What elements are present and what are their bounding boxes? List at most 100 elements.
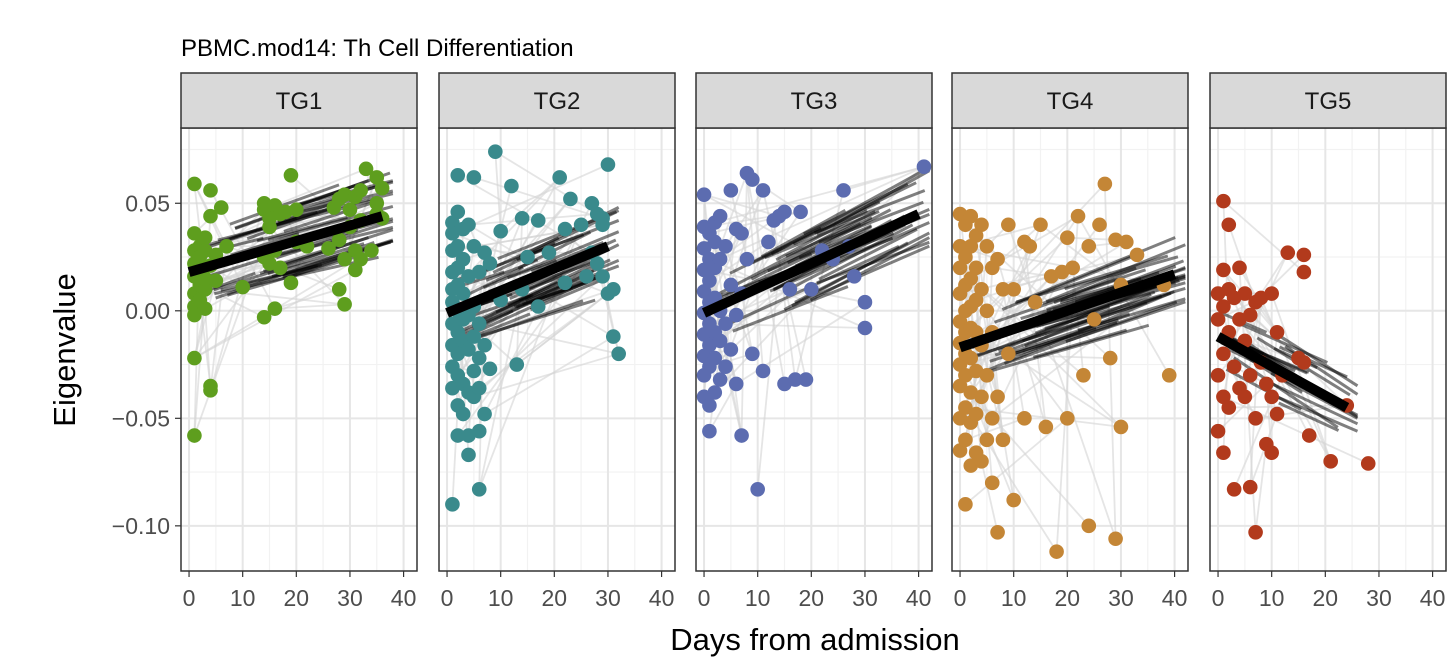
data-point — [712, 251, 728, 267]
x-tick-label: 40 — [391, 585, 417, 611]
data-point — [213, 200, 229, 215]
trajectory-line — [193, 249, 372, 359]
data-point — [471, 264, 487, 280]
data-point — [606, 329, 621, 344]
data-point — [600, 157, 616, 172]
data-point — [493, 223, 508, 239]
subject-fit-line — [1035, 290, 1156, 329]
data-point — [1269, 324, 1285, 340]
subject-fit-line — [1053, 266, 1137, 305]
data-point — [984, 411, 1000, 426]
data-point — [262, 219, 277, 235]
x-tick-label: 40 — [649, 585, 675, 611]
data-point — [530, 299, 546, 314]
strip-header — [951, 72, 1189, 129]
data-point — [750, 481, 765, 497]
data-point — [471, 380, 487, 396]
data-point — [739, 251, 755, 267]
data-point — [712, 333, 728, 349]
data-point — [723, 342, 739, 357]
subject-fit-line — [1278, 401, 1340, 432]
data-point — [696, 284, 712, 299]
subject-fit-line — [283, 197, 384, 233]
data-point — [1092, 217, 1107, 233]
y-tick-label: −0.10 — [112, 513, 170, 539]
trajectory-line — [274, 288, 340, 310]
data-point — [718, 359, 733, 375]
data-point — [990, 524, 1005, 540]
trajectory-line — [975, 215, 1079, 372]
data-point — [1264, 389, 1279, 405]
data-point — [995, 281, 1011, 297]
data-point — [203, 183, 218, 198]
trajectory-line — [500, 176, 561, 232]
plot-area — [1210, 193, 1376, 540]
trajectory-line — [843, 165, 925, 192]
data-point — [1296, 247, 1312, 263]
x-tick-label: 0 — [441, 585, 454, 611]
trajectory-line — [478, 252, 486, 490]
subject-fit-line — [786, 208, 892, 265]
data-point — [1360, 456, 1376, 471]
subject-fit-line — [760, 208, 847, 259]
data-point — [461, 447, 476, 463]
x-tick-label: 30 — [852, 585, 878, 611]
data-point — [718, 316, 733, 331]
panels: TG1 0 10 20 30 40 TG2 0 10 20 30 40 TG3 0 10 20 30 40 TG4 0… — [180, 72, 1447, 611]
data-point — [836, 183, 851, 198]
overall-fit-line — [958, 269, 1177, 353]
data-point — [337, 297, 352, 312]
data-point — [857, 320, 873, 336]
subject-fit-line — [751, 181, 917, 265]
data-point — [477, 245, 492, 261]
data-point — [1210, 423, 1226, 439]
data-point — [1022, 238, 1038, 254]
data-point — [337, 251, 352, 267]
subject-fit-line — [785, 216, 873, 258]
x-tick-label: 20 — [1313, 585, 1339, 611]
trajectory-line — [462, 163, 609, 230]
data-point — [968, 292, 984, 308]
data-point — [984, 475, 1000, 491]
data-point — [358, 161, 374, 177]
data-point — [745, 346, 760, 362]
trajectory-line — [719, 165, 925, 260]
y-tick-label: 0.00 — [125, 298, 170, 324]
data-point — [455, 406, 471, 422]
x-tick-label: 20 — [284, 585, 310, 611]
subject-fit-line — [467, 266, 524, 296]
data-point — [1216, 262, 1231, 278]
data-point — [1216, 389, 1231, 405]
data-point — [728, 376, 744, 392]
data-point — [745, 172, 760, 187]
strip-header — [1209, 72, 1447, 129]
trajectory-line — [992, 266, 1052, 278]
data-point — [777, 204, 792, 220]
data-point — [1242, 368, 1258, 383]
data-point — [702, 423, 717, 439]
trajectory-line — [1254, 444, 1268, 533]
x-tick-label: 10 — [1259, 585, 1285, 611]
data-point — [283, 275, 299, 291]
data-point — [455, 251, 471, 267]
data-point — [520, 249, 535, 265]
data-point — [342, 202, 358, 218]
data-point — [1161, 368, 1177, 383]
data-point — [466, 363, 482, 379]
subject-fit-line — [1008, 321, 1118, 359]
data-point — [804, 281, 819, 297]
data-point — [963, 208, 979, 224]
y-axis: 0.05 0.00 −0.05 −0.10 — [112, 190, 181, 539]
overall-fit-line — [187, 211, 384, 277]
data-point — [557, 221, 573, 237]
x-tick-label: 30 — [1366, 585, 1392, 611]
data-point — [1070, 208, 1086, 224]
subject-fit-line — [968, 311, 1095, 361]
trajectory-line — [473, 352, 619, 398]
subject-fit-line — [507, 258, 558, 280]
trajectory-line — [985, 267, 994, 376]
subject-fit-line — [987, 290, 1175, 372]
data-point — [557, 275, 573, 291]
data-point — [563, 191, 578, 207]
